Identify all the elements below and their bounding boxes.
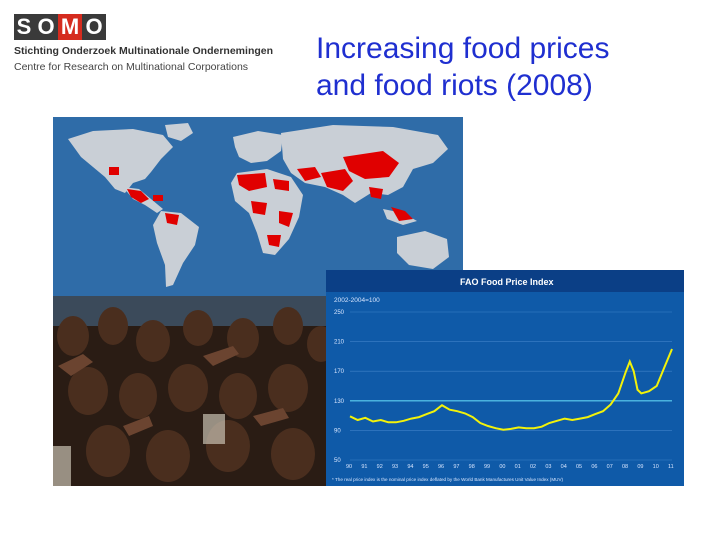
fao-x-tick-label: 02: [530, 464, 536, 470]
world-map-graphic: [53, 117, 463, 297]
fao-x-tick-label: 00: [499, 464, 505, 470]
fao-x-tick-label: 06: [591, 464, 597, 470]
food-riot-crowd-photo: [53, 296, 330, 486]
logo-letter-o2: O: [82, 14, 106, 40]
fao-x-tick-label: 01: [515, 464, 521, 470]
fao-x-tick-label: 95: [423, 464, 429, 470]
fao-x-tick-label: 09: [637, 464, 643, 470]
fao-chart-footnote: * The real price index is the nominal pr…: [332, 477, 564, 482]
fao-y-tick-label: 250: [334, 310, 345, 316]
fao-y-tick-label: 90: [334, 428, 341, 434]
fao-chart-header: [326, 270, 684, 292]
fao-x-tick-label: 08: [622, 464, 628, 470]
fao-chart-plot-bg: [326, 292, 684, 486]
fao-x-tick-label: 93: [392, 464, 398, 470]
food-riots-world-map: [53, 117, 463, 297]
fao-x-tick-label: 11: [668, 464, 674, 470]
fao-chart-svg: FAO Food Price Index 2002-2004=100 250 21…: [326, 270, 684, 486]
fao-x-tick-label: 03: [545, 464, 551, 470]
fao-x-tick-label: 94: [407, 464, 413, 470]
fao-y-tick-label: 130: [334, 399, 345, 405]
slide-title-line-2: and food riots (2008): [316, 69, 593, 102]
logo-english-name: Centre for Research on Multinational Cor…: [14, 61, 249, 73]
fao-y-tick-label: 50: [334, 458, 341, 464]
logo-letter-m: M: [58, 14, 82, 40]
fao-x-tick-label: 04: [561, 464, 567, 470]
fao-x-tick-label: 99: [484, 464, 490, 470]
fao-x-tick-label: 92: [377, 464, 383, 470]
slide-title: Increasing food prices and food riots (2…: [316, 30, 706, 104]
somo-logo: S O M O Stichting Onderzoek Multinationa…: [14, 14, 304, 84]
logo-letter-o: O: [34, 14, 58, 40]
slide-title-line-1: Increasing food prices: [316, 32, 610, 65]
fao-x-tick-label: 10: [653, 464, 659, 470]
fao-x-tick-label: 98: [469, 464, 475, 470]
fao-y-tick-label: 210: [334, 340, 345, 346]
fao-x-tick-label: 96: [438, 464, 444, 470]
fao-x-tick-label: 05: [576, 464, 582, 470]
fao-x-tick-label: 07: [607, 464, 613, 470]
fao-chart-title: FAO Food Price Index: [460, 277, 554, 287]
logo-wordmark: S O M O: [14, 14, 304, 40]
logo-letter-s: S: [14, 14, 34, 40]
fao-food-price-index-chart: FAO Food Price Index 2002-2004=100 250 21…: [326, 270, 684, 486]
fao-y-tick-label: 170: [334, 369, 345, 375]
fao-x-tick-label: 97: [453, 464, 459, 470]
fao-chart-unit-label: 2002-2004=100: [334, 297, 380, 304]
fao-x-tick-label: 91: [361, 464, 367, 470]
logo-dutch-name: Stichting Onderzoek Multinationale Onder…: [14, 45, 274, 57]
fao-price-index-line: [349, 348, 673, 431]
crowd-photo-graphic: [53, 296, 330, 486]
fao-x-tick-label: 90: [346, 464, 352, 470]
